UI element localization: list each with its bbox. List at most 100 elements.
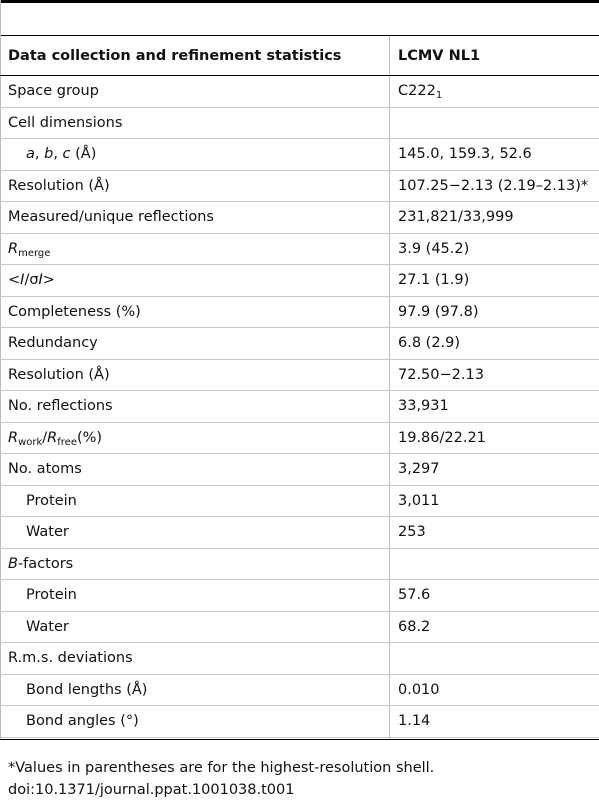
cell-text: 145.0, 159.3, 52.6 [398,146,532,162]
text-run: < [8,272,21,289]
row-label: Bond lengths (Å) [26,675,147,706]
cell-text: 27.1 (1.9) [398,272,469,288]
bottom-rule [0,739,599,740]
text-run: Measured/unique reflections [8,209,214,226]
cell-text: Redundancy [8,335,98,351]
row-label: R.m.s. deviations [8,643,133,674]
text-run: Bond angles (°) [26,713,139,730]
footnote: *Values in parentheses are for the highe… [8,760,435,776]
row-value: 3,011 [398,486,440,517]
table-row: <I/σI> 27.1 (1.9) [0,265,599,297]
text-run: 3,297 [398,461,440,478]
cell-text: B-factors [8,556,73,572]
italic-run: B [8,555,18,572]
table-row: Cell dimensions [0,108,599,139]
text-run: Water [26,524,69,541]
cell-text: Bond angles (°) [26,713,139,729]
row-label: Resolution (Å) [8,360,110,391]
text-run: Protein [26,587,77,604]
italic-run: R [8,429,19,446]
cell-text: Protein [26,587,77,603]
cell-text: 0.010 [398,682,440,698]
row-value: 6.8 (2.9) [398,328,460,359]
row-value: 0.010 [398,675,440,706]
row-value: 107.25−2.13 (2.19–2.13)* [398,171,588,202]
text-run: 231,821/33,999 [398,209,514,226]
cell-text: No. reflections [8,398,113,414]
text-run: 97.9 (97.8) [398,303,479,320]
text-run: 1.14 [398,713,431,730]
row-label: No. reflections [8,391,113,422]
cell-text: 3,011 [398,493,440,509]
text-run: , [34,146,45,163]
text-run: Water [26,618,69,635]
cell-text: 6.8 (2.9) [398,335,460,351]
table-row: Protein 3,011 [0,486,599,517]
cell-text: 231,821/33,999 [398,209,514,225]
row-label: Protein [26,580,77,611]
text-run: Completeness (%) [8,303,141,320]
row-label: No. atoms [8,454,82,485]
text-run: Space group [8,83,99,100]
row-value: 231,821/33,999 [398,202,514,233]
row-value: 27.1 (1.9) [398,265,469,296]
text-run: Cell dimensions [8,114,123,131]
text-run: 145.0, 159.3, 52.6 [398,146,532,163]
text-run: -factors [17,555,74,572]
table-row: R.m.s. deviations [0,643,599,675]
text-run: Bond lengths (Å) [26,681,148,698]
cell-text: Measured/unique reflections [8,209,214,225]
cell-text: 253 [398,524,426,540]
text-run: 3.9 (45.2) [398,240,470,257]
cell-text: Space group [8,83,99,99]
cell-text: 3,297 [398,461,440,477]
cell-text: Rwork/Rfree(%) [8,429,102,448]
cell-text: R.m.s. deviations [8,650,133,666]
italic-run: R [47,429,58,446]
left-border [0,0,1,740]
subscript-run: 1 [435,90,443,102]
row-label: a, b, c (Å) [26,139,96,170]
text-run: 0.010 [398,681,440,698]
text-run: No. atoms [8,461,82,478]
italic-run: I [20,272,25,289]
text-run: No. reflections [8,398,113,415]
row-value: 33,931 [398,391,449,422]
text-run: 57.6 [398,587,431,604]
text-run: 27.1 (1.9) [398,272,470,289]
cell-text: Protein [26,493,77,509]
table-row: B-factors [0,549,599,580]
cell-text: 107.25−2.13 (2.19–2.13)* [398,178,588,194]
text-run: 6.8 (2.9) [398,335,461,352]
text-run: Redundancy [8,335,98,352]
header-cell: LCMV NL1 [398,47,481,64]
row-value: 72.50−2.13 [398,360,484,391]
italic-run: c [62,146,71,163]
cell-text: 33,931 [398,398,449,414]
subscript-run: work [18,436,43,448]
cell-text: Resolution (Å) [8,367,110,383]
cell-text: 68.2 [398,619,430,635]
row-label: Water [26,612,69,643]
table-row: Redundancy 6.8 (2.9) [0,328,599,360]
row-value: 97.9 (97.8) [398,297,479,328]
text-run: 107.25−2.13 (2.19–2.13)* [398,177,589,194]
text-run: 19.86/22.21 [398,429,486,446]
cell-text: <I/σI> [8,272,55,288]
cell-text: Resolution (Å) [8,178,110,194]
row-value: 253 [398,517,426,548]
text-run: Resolution (Å) [8,366,110,383]
cell-text: 72.50−2.13 [398,367,484,383]
row-label: Completeness (%) [8,297,141,328]
row-value: 3,297 [398,454,440,485]
text-run: > [42,272,55,289]
table-row: Bond angles (°) 1.14 [0,706,599,738]
table-row: Space group C2221 [0,76,599,108]
italic-run: R [8,240,19,257]
row-label: Rwork/Rfree(%) [8,423,102,454]
table-row: Resolution (Å) 72.50−2.13 [0,360,599,391]
header-cell: Data collection and refinement statistic… [8,47,342,64]
cell-text: No. atoms [8,461,82,477]
cell-text: 97.9 (97.8) [398,304,479,320]
